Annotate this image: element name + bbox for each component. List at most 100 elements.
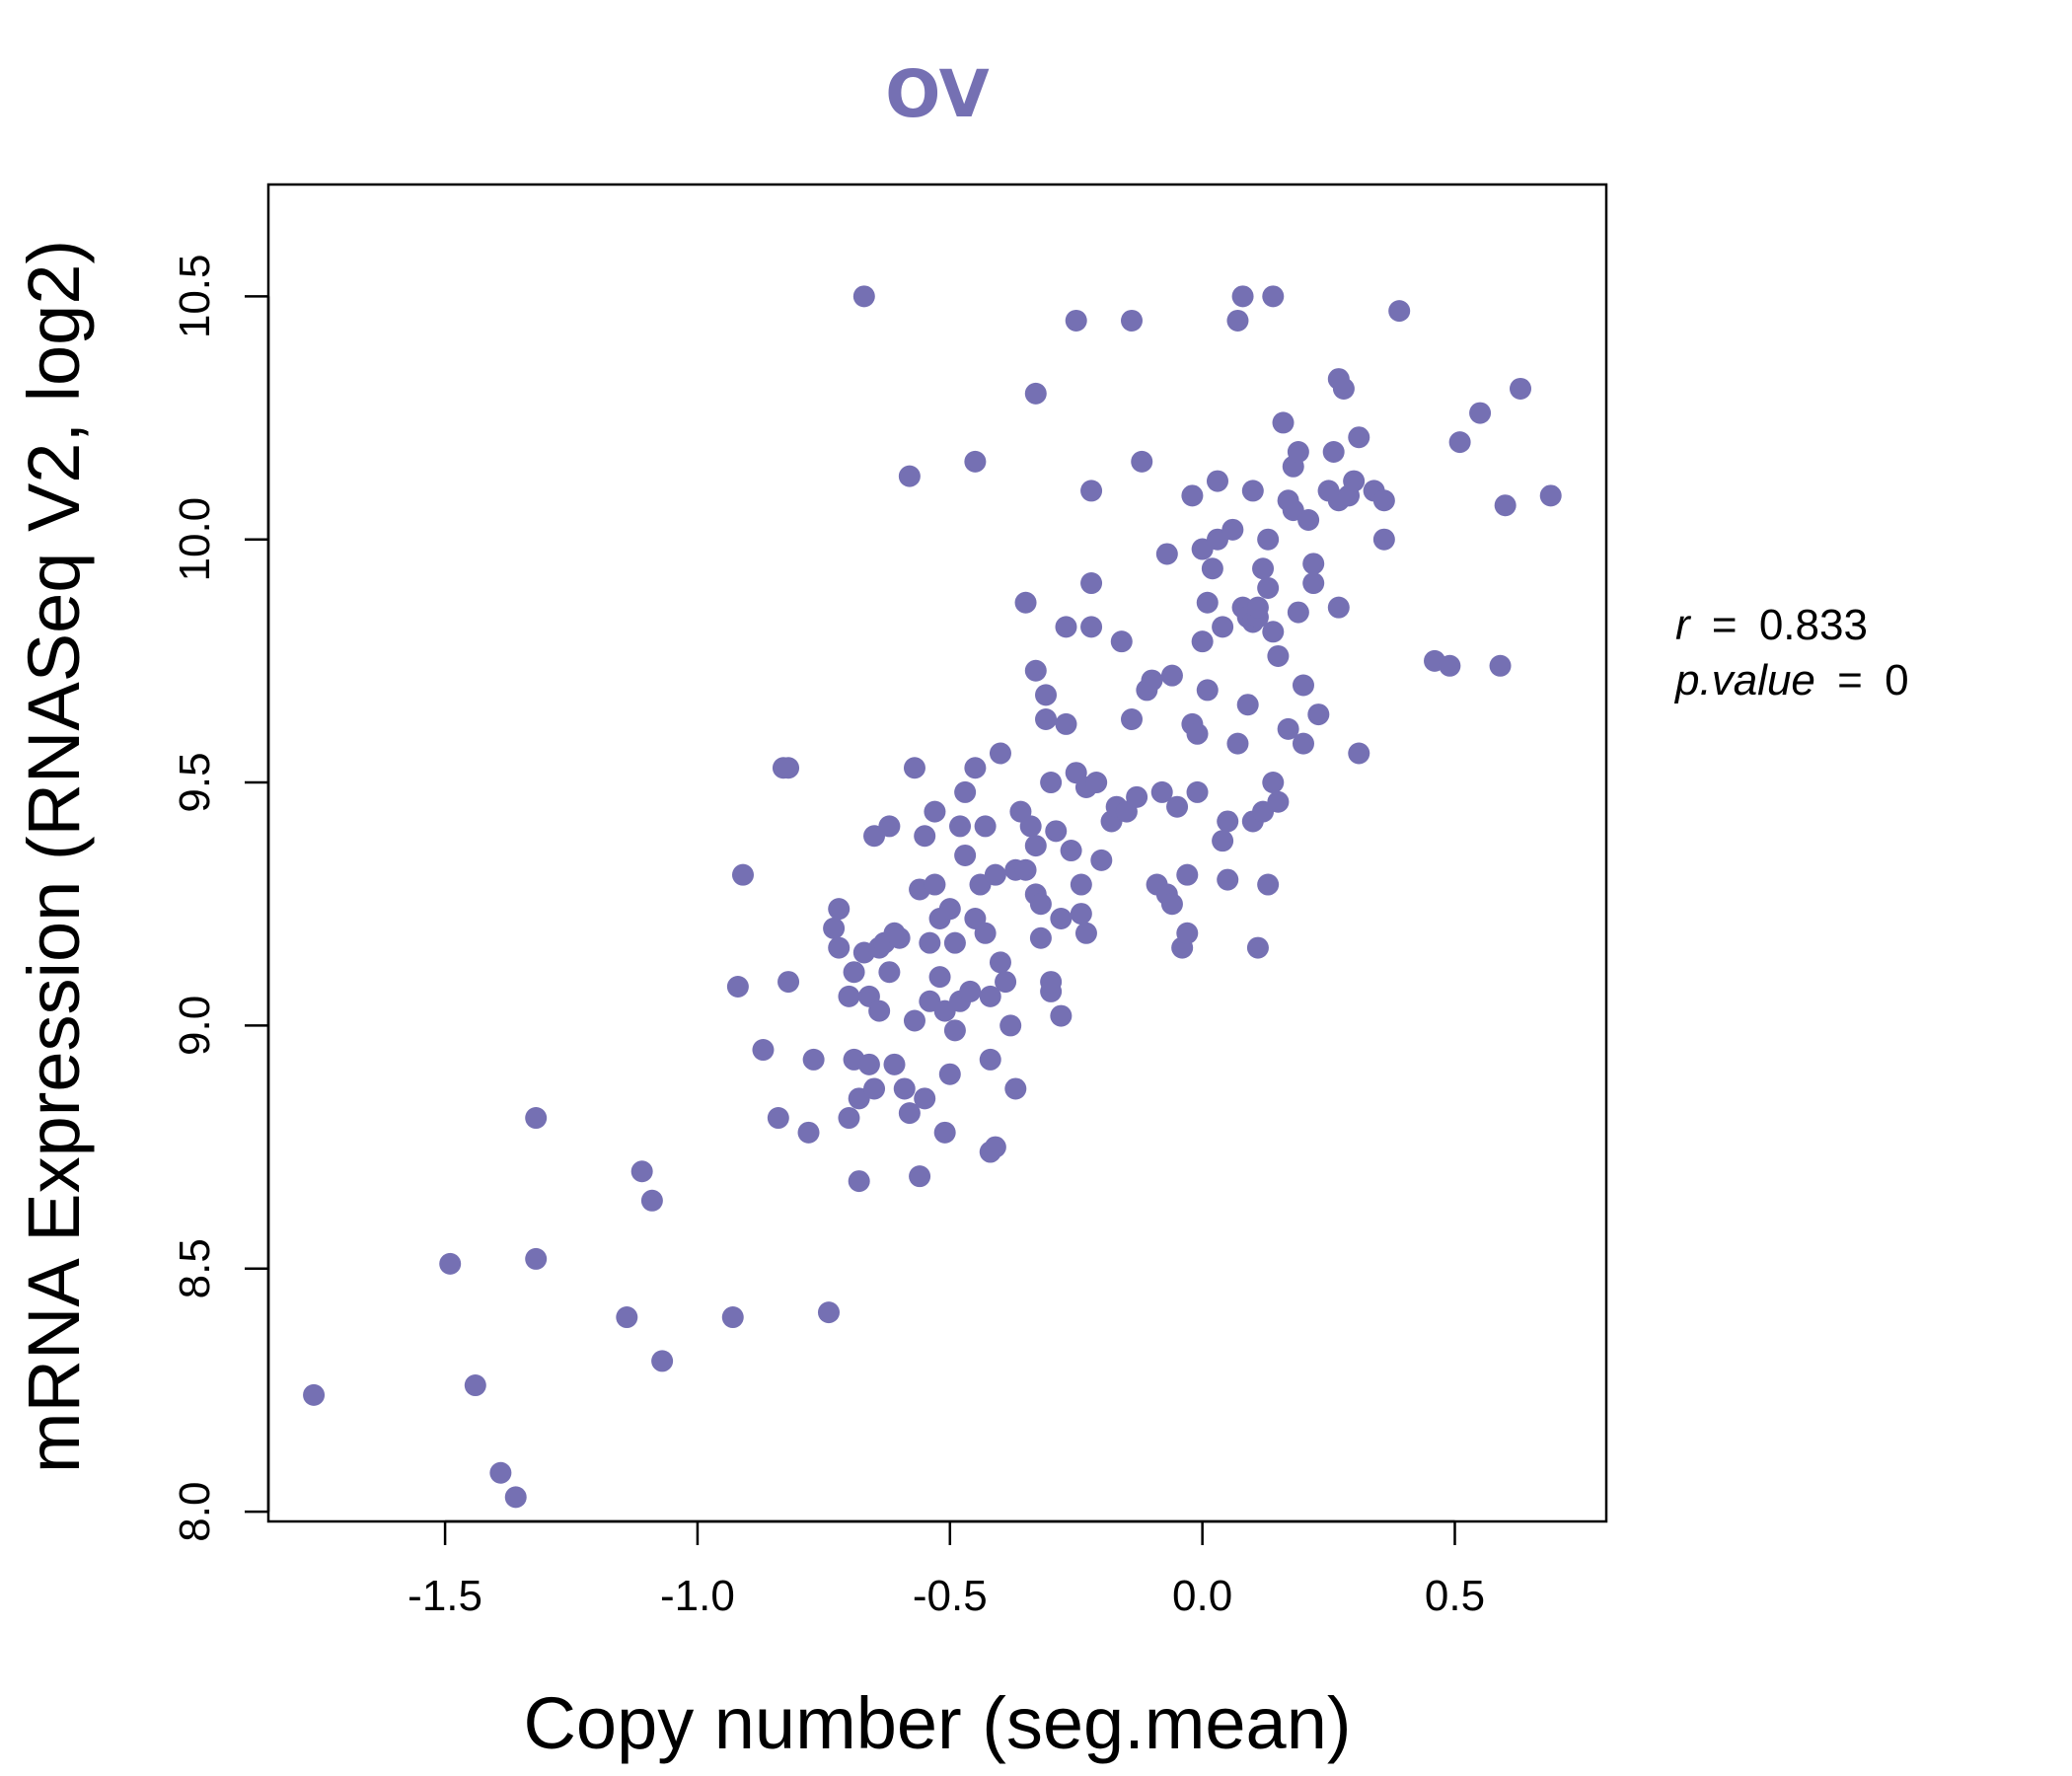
data-point bbox=[1029, 926, 1052, 949]
x-axis: -1.5 -1.0 -0.5 0.0 0.5 bbox=[407, 1519, 1485, 1620]
data-point bbox=[848, 1170, 870, 1193]
data-point bbox=[1327, 596, 1350, 619]
data-point bbox=[924, 873, 946, 896]
data-point bbox=[1257, 873, 1280, 896]
data-point bbox=[1236, 694, 1259, 716]
data-point bbox=[726, 976, 749, 998]
data-point bbox=[909, 1165, 931, 1188]
data-point bbox=[1181, 484, 1204, 507]
data-point bbox=[1246, 936, 1269, 959]
data-point bbox=[938, 1063, 961, 1085]
data-point bbox=[1090, 849, 1113, 871]
data-point bbox=[1024, 382, 1047, 405]
data-point bbox=[974, 922, 997, 944]
data-point bbox=[1035, 684, 1058, 706]
data-point bbox=[868, 999, 891, 1022]
data-point bbox=[1277, 717, 1299, 740]
data-point bbox=[898, 1102, 921, 1125]
data-point bbox=[1302, 572, 1325, 595]
data-point bbox=[1040, 971, 1063, 994]
data-point bbox=[1196, 591, 1219, 614]
data-point bbox=[640, 1189, 663, 1212]
data-point bbox=[1388, 300, 1411, 323]
data-point bbox=[525, 1107, 548, 1130]
data-point bbox=[1292, 674, 1314, 697]
data-point bbox=[828, 936, 851, 959]
data-point bbox=[1019, 815, 1042, 838]
data-point bbox=[1302, 553, 1325, 575]
data-point bbox=[1372, 528, 1395, 551]
y-tick-label: 9.5 bbox=[171, 752, 219, 812]
data-point bbox=[1024, 835, 1047, 857]
data-point bbox=[843, 961, 865, 984]
y-tick-label: 9.0 bbox=[171, 996, 219, 1056]
data-point bbox=[1065, 309, 1087, 332]
data-point bbox=[933, 1121, 956, 1144]
data-point bbox=[964, 450, 987, 473]
data-point bbox=[964, 757, 987, 779]
data-point bbox=[1226, 309, 1249, 332]
data-point bbox=[823, 917, 846, 939]
data-point bbox=[651, 1350, 674, 1372]
data-point bbox=[924, 800, 946, 823]
data-point bbox=[1241, 480, 1264, 502]
data-point bbox=[883, 1053, 906, 1075]
data-point bbox=[1155, 543, 1178, 565]
data-point bbox=[984, 863, 1006, 886]
data-point bbox=[1074, 922, 1097, 944]
data-point bbox=[1121, 708, 1144, 730]
data-point bbox=[949, 815, 972, 838]
data-point bbox=[914, 825, 936, 848]
data-point bbox=[1262, 621, 1285, 643]
data-point bbox=[1206, 470, 1228, 492]
data-point bbox=[919, 931, 941, 954]
data-points bbox=[303, 285, 1562, 1509]
data-point bbox=[888, 926, 911, 949]
data-point bbox=[767, 1107, 789, 1130]
data-point bbox=[1160, 664, 1183, 687]
data-point bbox=[1196, 679, 1219, 702]
data-point bbox=[903, 757, 925, 779]
data-point bbox=[914, 1087, 936, 1110]
data-point bbox=[1085, 772, 1108, 794]
p-value-label: p.value = 0 bbox=[1673, 656, 1909, 704]
data-point bbox=[504, 1486, 527, 1509]
data-point bbox=[1257, 576, 1280, 599]
data-point bbox=[1080, 572, 1103, 595]
data-point bbox=[1217, 810, 1239, 833]
data-point bbox=[954, 844, 977, 866]
data-point bbox=[1226, 732, 1249, 755]
r-symbol: r bbox=[1675, 601, 1692, 649]
y-tick-label: 10.0 bbox=[171, 497, 219, 582]
data-point bbox=[979, 985, 1001, 1007]
data-point bbox=[1150, 780, 1173, 803]
chart-title: OV bbox=[885, 56, 989, 132]
data-point bbox=[439, 1252, 462, 1275]
data-point bbox=[1050, 1004, 1073, 1027]
data-point bbox=[1539, 484, 1562, 507]
data-point bbox=[898, 465, 921, 487]
data-point bbox=[1176, 922, 1199, 944]
data-point bbox=[1131, 450, 1153, 473]
data-point bbox=[979, 1048, 1001, 1071]
data-point bbox=[1262, 772, 1285, 794]
data-point bbox=[943, 1019, 966, 1042]
data-point bbox=[1262, 285, 1285, 308]
data-point bbox=[1055, 616, 1077, 638]
data-point bbox=[1024, 659, 1047, 682]
data-point bbox=[1292, 732, 1314, 755]
data-point bbox=[1332, 377, 1355, 400]
data-point bbox=[1221, 518, 1244, 541]
data-point bbox=[984, 1136, 1006, 1158]
data-point bbox=[1126, 785, 1148, 808]
y-tick-label: 8.5 bbox=[171, 1238, 219, 1298]
y-tick-label: 8.0 bbox=[171, 1482, 219, 1542]
data-point bbox=[303, 1383, 326, 1406]
data-point bbox=[1176, 863, 1199, 886]
p-value: 0 bbox=[1885, 656, 1908, 704]
data-point bbox=[1348, 426, 1370, 449]
data-point bbox=[1014, 858, 1037, 881]
data-point bbox=[1372, 489, 1395, 512]
data-point bbox=[1267, 790, 1290, 813]
